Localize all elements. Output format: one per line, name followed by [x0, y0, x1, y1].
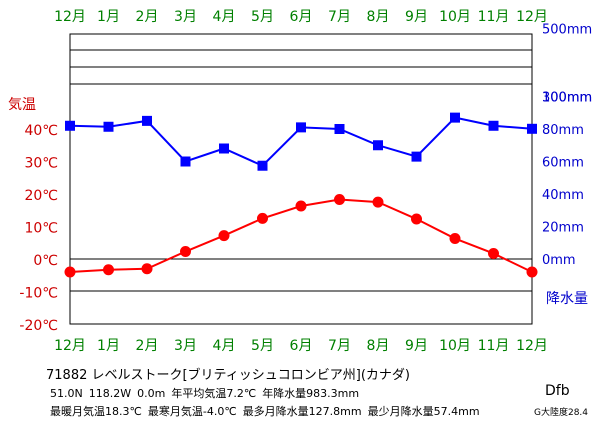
bottom-month-label: 7月	[328, 338, 351, 354]
precipitation-point	[219, 143, 229, 154]
bottom-month-label: 11月	[478, 338, 510, 354]
bottom-month-label: 4月	[213, 338, 236, 354]
temperature-axis: 気温 40℃ 30℃ 20℃ 10℃ 0℃ -10℃ -20℃	[8, 97, 58, 334]
precipitation-point	[180, 156, 191, 167]
precipitation-tick-label: 0mm	[542, 253, 576, 268]
top-month-label: 3月	[174, 9, 197, 25]
top-month-label: 10月	[439, 9, 471, 25]
precipitation-tick-label: 20mm	[542, 221, 584, 236]
precipitation-tick-label: 100mm	[542, 91, 592, 106]
temperature-tick-label: 30℃	[24, 156, 58, 172]
precipitation-point	[373, 140, 383, 151]
top-month-label: 4月	[213, 9, 236, 25]
climate-classification: Dfb	[545, 383, 570, 399]
series-layer	[64, 112, 538, 278]
top-month-label: 7月	[328, 9, 351, 25]
latitude: 51.0N	[50, 387, 83, 400]
temperature-tick-label: 40℃	[24, 123, 58, 139]
temperature-axis-title: 気温	[8, 97, 36, 113]
bottom-month-labels: 12月 1月 2月 3月 4月 5月 6月 7月 8月 9月 10月 11月 12月	[54, 338, 548, 354]
precipitation-point	[65, 120, 75, 131]
top-month-label: 12月	[54, 9, 86, 25]
top-month-label: 2月	[136, 9, 159, 25]
precipitation-point	[296, 122, 306, 133]
station-info-line-1: 51.0N 118.2W 0.0m 年平均気温7.2℃ 年降水量983.3mm	[50, 385, 365, 401]
temperature-point	[64, 266, 76, 278]
bottom-month-label: 12月	[54, 338, 86, 354]
temperature-tick-label: 20℃	[24, 188, 58, 204]
temperature-point	[488, 247, 499, 259]
precipitation-tick-label: 300mm	[542, 91, 592, 106]
precipitation-point	[142, 115, 152, 126]
temperature-point	[103, 264, 114, 276]
precipitation-tick-label: 40mm	[542, 188, 584, 203]
bottom-month-label: 5月	[251, 338, 274, 354]
temperature-point	[334, 194, 345, 206]
temperature-tick-label: 10℃	[24, 221, 58, 237]
annual-precipitation: 年降水量983.3mm	[262, 387, 360, 400]
continentality-index: G大陸度28.4	[534, 408, 589, 418]
temperature-point	[257, 212, 268, 224]
temperature-tick-label: -10℃	[19, 286, 58, 302]
plot-frame	[69, 33, 533, 325]
precipitation-axis-title: 降水量	[546, 291, 588, 307]
warmest-month-temperature: 最暖月気温18.3℃	[50, 405, 142, 418]
temperature-point	[411, 213, 422, 225]
coldest-month-temperature: 最寒月気温-4.0℃	[147, 405, 237, 418]
temperature-tick-label: 0℃	[33, 253, 58, 269]
top-month-label: 11月	[478, 9, 510, 25]
bottom-month-label: 3月	[174, 338, 197, 354]
precipitation-point	[527, 123, 537, 134]
annual-mean-temperature: 年平均気温7.2℃	[171, 387, 257, 400]
station-info-line-2: 最暖月気温18.3℃ 最寒月気温-4.0℃ 最多月降水量127.8mm 最少月降水量5…	[50, 403, 486, 419]
temperature-tick-label: -20℃	[19, 318, 58, 334]
temperature-point	[141, 263, 153, 275]
top-month-label: 6月	[290, 9, 313, 25]
precipitation-point	[411, 151, 422, 162]
bottom-month-label: 10月	[439, 338, 471, 354]
longitude: 118.2W	[88, 387, 132, 400]
top-month-label: 1月	[97, 9, 120, 25]
temperature-point	[372, 196, 384, 208]
precipitation-point	[103, 121, 114, 132]
elevation: 0.0m	[137, 387, 166, 400]
top-month-label: 9月	[405, 9, 428, 25]
precipitation-point	[257, 160, 268, 171]
temperature-point	[295, 200, 307, 212]
precipitation-point	[488, 120, 499, 131]
bottom-month-label: 2月	[136, 338, 159, 354]
bottom-month-label: 8月	[367, 338, 390, 354]
top-month-labels: 12月 1月 2月 3月 4月 5月 6月 7月 8月 9月 10月 11月 12月	[54, 9, 548, 25]
temperature-point	[526, 266, 538, 278]
precipitation-tick-label: 500mm	[542, 23, 592, 38]
temperature-point	[449, 233, 461, 245]
temperature-point	[180, 246, 191, 258]
bottom-month-label: 1月	[97, 338, 120, 354]
top-month-label: 12月	[516, 9, 548, 25]
precipitation-tick-label: 80mm	[542, 123, 584, 138]
driest-month-precipitation: 最少月降水量57.4mm	[367, 405, 480, 418]
precipitation-point	[334, 124, 345, 134]
bottom-month-label: 6月	[290, 338, 313, 354]
precipitation-point	[450, 112, 460, 123]
wettest-month-precipitation: 最多月降水量127.8mm	[242, 405, 362, 418]
grid	[69, 33, 533, 325]
station-title: 71882 レベルストーク[ブリティッシュコロンビア州](カナダ)	[46, 368, 410, 383]
bottom-month-label: 12月	[516, 338, 548, 354]
precipitation-tick-label: 60mm	[542, 156, 584, 171]
top-month-label: 8月	[367, 9, 390, 25]
bottom-month-label: 9月	[405, 338, 428, 354]
top-month-label: 5月	[251, 9, 274, 25]
temperature-point	[218, 230, 230, 242]
